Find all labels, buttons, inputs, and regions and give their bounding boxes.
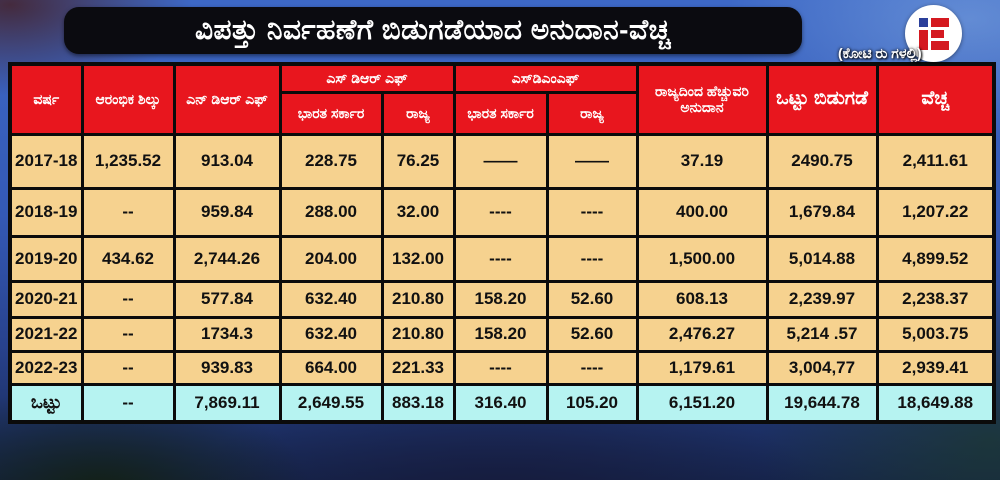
table-cell: 221.33 bbox=[380, 349, 456, 386]
table-cell: 2,744.26 bbox=[172, 234, 282, 283]
table-cell: 959.84 bbox=[172, 186, 282, 238]
table-cell: 3,004,77 bbox=[765, 349, 879, 386]
table-cell: 5,214 .57 bbox=[765, 315, 879, 353]
table-row-total: ಒಟ್ಟು -- 7,869.11 2,649.55 883.18 316.40… bbox=[8, 382, 996, 424]
table-cell: 158.20 bbox=[452, 279, 549, 319]
table-cell: -- bbox=[80, 315, 176, 353]
table-cell: 76.25 bbox=[380, 132, 456, 190]
col-group-sdrf: ಎಸ್ ಡಿಆರ್ ಎಫ್ bbox=[278, 62, 456, 94]
table-cell: 18,649.88 bbox=[875, 382, 996, 424]
col-group-sdmf: ಎಸ್‌ಡಿಎಂಎಫ್ bbox=[452, 62, 639, 94]
table-cell: ---- bbox=[452, 234, 549, 283]
table-row-2021-22: 2021-22 -- 1734.3 632.40 210.80 158.20 5… bbox=[8, 315, 996, 353]
table-cell: —— bbox=[452, 132, 549, 190]
page-title: ವಿಪತ್ತು ನಿರ್ವಹಣೆಗೆ ಬಿಡುಗಡೆಯಾದ ಅನುದಾನ-ವೆಚ… bbox=[64, 7, 802, 54]
table-cell: 32.00 bbox=[380, 186, 456, 238]
table-cell: ---- bbox=[452, 349, 549, 386]
table-cell: 316.40 bbox=[452, 382, 549, 424]
table-cell: 2,939.41 bbox=[875, 349, 996, 386]
table-cell: ---- bbox=[545, 186, 639, 238]
col-header-sdrf-state: ರಾಜ್ಯ bbox=[380, 90, 456, 136]
table-row-2017-18: 2017-18 1,235.52 913.04 228.75 76.25 —— … bbox=[8, 132, 996, 190]
table-cell: 19,644.78 bbox=[765, 382, 879, 424]
table-cell: 52.60 bbox=[545, 315, 639, 353]
eedina-e-icon bbox=[918, 17, 949, 50]
table-cell: 434.62 bbox=[80, 234, 176, 283]
table-cell: 632.40 bbox=[278, 315, 384, 353]
row-year: 2019-20 bbox=[8, 234, 84, 283]
table-cell: 37.19 bbox=[635, 132, 769, 190]
row-year: 2020-21 bbox=[8, 279, 84, 319]
table-row-2020-21: 2020-21 -- 577.84 632.40 210.80 158.20 5… bbox=[8, 279, 996, 319]
table-cell: 577.84 bbox=[172, 279, 282, 319]
row-year: 2021-22 bbox=[8, 315, 84, 353]
table-cell: 158.20 bbox=[452, 315, 549, 353]
table-cell: 1,679.84 bbox=[765, 186, 879, 238]
row-year: 2017-18 bbox=[8, 132, 84, 190]
table-cell: 1,235.52 bbox=[80, 132, 176, 190]
table-cell: 52.60 bbox=[545, 279, 639, 319]
grant-expenditure-table: ವರ್ಷ ಆರಂಭಿಕ ಶಿಲ್ಕು ಎನ್ ಡಿಆರ್ ಎಫ್ ಎಸ್ ಡಿಆ… bbox=[8, 62, 996, 424]
table-cell: 1,207.22 bbox=[875, 186, 996, 238]
row-year: 2022-23 bbox=[8, 349, 84, 386]
col-header-extra-state-grant: ರಾಜ್ಯದಿಂದ ಹೆಚ್ಚುವರಿ ಅನುದಾನ bbox=[635, 62, 769, 136]
table-cell: 288.00 bbox=[278, 186, 384, 238]
table-cell: 883.18 bbox=[380, 382, 456, 424]
table-cell: 1,500.00 bbox=[635, 234, 769, 283]
table-cell: 2490.75 bbox=[765, 132, 879, 190]
table-cell: -- bbox=[80, 382, 176, 424]
page-title-text: ವಿಪತ್ತು ನಿರ್ವಹಣೆಗೆ ಬಿಡುಗಡೆಯಾದ ಅನುದಾನ-ವೆಚ… bbox=[195, 14, 671, 45]
row-year: 2018-19 bbox=[8, 186, 84, 238]
table-cell: -- bbox=[80, 186, 176, 238]
table-cell: 2,476.27 bbox=[635, 315, 769, 353]
col-header-year: ವರ್ಷ bbox=[8, 62, 84, 136]
table-row-2018-19: 2018-19 -- 959.84 288.00 32.00 ---- ----… bbox=[8, 186, 996, 238]
table-cell: 632.40 bbox=[278, 279, 384, 319]
table-cell: 6,151.20 bbox=[635, 382, 769, 424]
unit-note: (ಕೋಟಿ ರು ಗಳಲ್ಲಿ) bbox=[838, 45, 922, 61]
table-cell: 204.00 bbox=[278, 234, 384, 283]
table-cell: 132.00 bbox=[380, 234, 456, 283]
table-cell: ---- bbox=[452, 186, 549, 238]
table-cell: 105.20 bbox=[545, 382, 639, 424]
col-header-sdrf-central: ಭಾರತ ಸರ್ಕಾರ bbox=[278, 90, 384, 136]
table-cell: 4,899.52 bbox=[875, 234, 996, 283]
col-header-sdmf-central: ಭಾರತ ಸರ್ಕಾರ bbox=[452, 90, 549, 136]
table-cell: -- bbox=[80, 279, 176, 319]
eedina-logo bbox=[905, 5, 962, 62]
table-cell: —— bbox=[545, 132, 639, 190]
table-cell: 5,014.88 bbox=[765, 234, 879, 283]
col-header-ndrf: ಎನ್ ಡಿಆರ್ ಎಫ್ bbox=[172, 62, 282, 136]
col-header-opening-balance: ಆರಂಭಿಕ ಶಿಲ್ಕು bbox=[80, 62, 176, 136]
table-cell: 2,411.61 bbox=[875, 132, 996, 190]
table-cell: 210.80 bbox=[380, 279, 456, 319]
table-cell: 7,869.11 bbox=[172, 382, 282, 424]
table-cell: 1,179.61 bbox=[635, 349, 769, 386]
table-cell: 608.13 bbox=[635, 279, 769, 319]
table-row-2022-23: 2022-23 -- 939.83 664.00 221.33 ---- ---… bbox=[8, 349, 996, 386]
table-cell: 2,239.97 bbox=[765, 279, 879, 319]
table-cell: 2,649.55 bbox=[278, 382, 384, 424]
table-cell: 400.00 bbox=[635, 186, 769, 238]
col-header-sdmf-state: ರಾಜ್ಯ bbox=[545, 90, 639, 136]
col-header-expenditure: ವೆಚ್ಚ bbox=[875, 62, 996, 136]
table-cell: -- bbox=[80, 349, 176, 386]
table-cell: 913.04 bbox=[172, 132, 282, 190]
table-cell: ---- bbox=[545, 234, 639, 283]
table-cell: 1734.3 bbox=[172, 315, 282, 353]
table-cell: 2,238.37 bbox=[875, 279, 996, 319]
table-cell: 939.83 bbox=[172, 349, 282, 386]
table-cell: 664.00 bbox=[278, 349, 384, 386]
table-cell: 210.80 bbox=[380, 315, 456, 353]
table-cell: ---- bbox=[545, 349, 639, 386]
total-label: ಒಟ್ಟು bbox=[8, 382, 84, 424]
col-header-total-release: ಒಟ್ಟು ಬಿಡುಗಡೆ bbox=[765, 62, 879, 136]
table-cell: 228.75 bbox=[278, 132, 384, 190]
table-row-2019-20: 2019-20 434.62 2,744.26 204.00 132.00 --… bbox=[8, 234, 996, 283]
table-cell: 5,003.75 bbox=[875, 315, 996, 353]
